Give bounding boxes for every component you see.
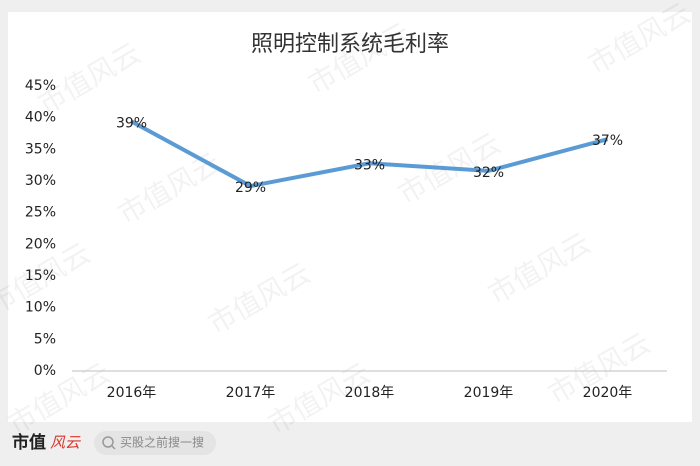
y-tick-label: 45% [25, 78, 56, 94]
footer-logo-script: 风云 [50, 434, 81, 452]
y-tick-label: 25% [25, 205, 56, 221]
data-label: 32% [473, 165, 504, 181]
chart-title: 照明控制系统毛利率 [251, 32, 449, 57]
y-tick-label: 5% [34, 331, 56, 347]
data-label: 33% [354, 157, 385, 173]
x-tick-label: 2019年 [464, 385, 514, 401]
x-tick-label: 2020年 [583, 385, 633, 401]
x-tick-label: 2016年 [107, 385, 157, 401]
data-label: 37% [592, 133, 623, 149]
y-tick-label: 35% [25, 141, 56, 157]
y-tick-label: 0% [34, 363, 56, 379]
search-icon-handle [111, 445, 116, 450]
y-tick-label: 15% [25, 268, 56, 284]
footer-logo: 市值 [12, 432, 46, 453]
x-tick-label: 2018年 [345, 385, 395, 401]
y-tick-label: 10% [25, 300, 56, 316]
y-tick-label: 20% [25, 236, 56, 252]
card [8, 12, 692, 422]
search-placeholder: 买股之前搜一搜 [120, 435, 204, 450]
x-tick-label: 2017年 [226, 385, 276, 401]
data-label: 29% [235, 180, 266, 196]
data-label: 39% [116, 115, 147, 131]
search-box[interactable] [94, 431, 216, 455]
y-tick-label: 30% [25, 173, 56, 189]
y-tick-label: 40% [25, 110, 56, 126]
line [130, 119, 609, 189]
search-icon [102, 436, 114, 448]
